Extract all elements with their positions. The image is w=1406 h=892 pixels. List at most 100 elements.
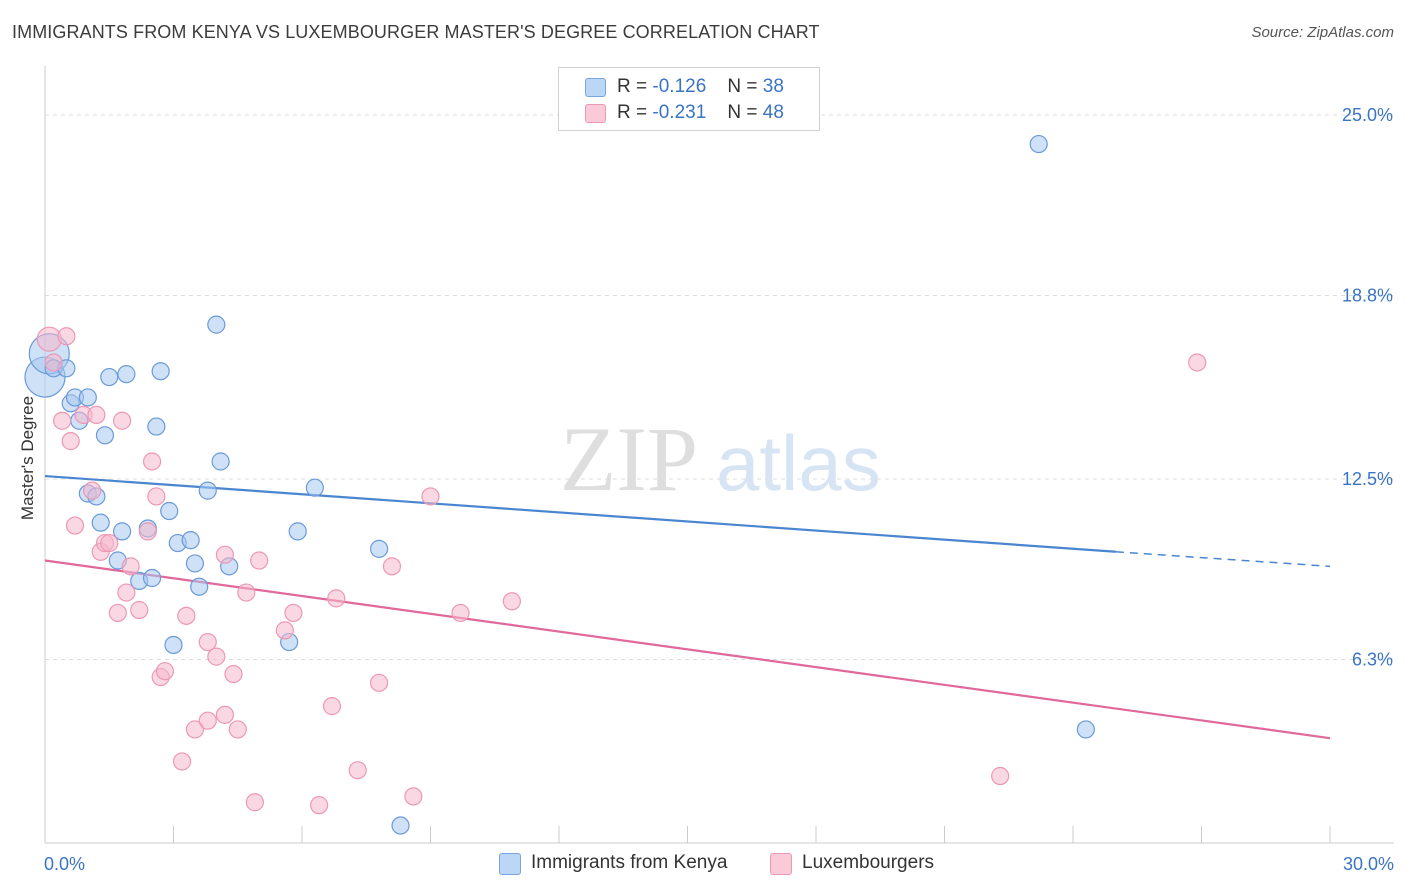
tick-labels: 6.3% 12.5% 18.8% 25.0% 0.0% 30.0% — [44, 105, 1394, 874]
luxembourger-point — [117, 583, 136, 602]
luxembourger-point — [245, 793, 264, 812]
luxembourger-point — [502, 592, 521, 611]
luxembourger-point — [87, 405, 106, 425]
luxembourger-point — [207, 647, 226, 666]
luxembourger-point — [147, 487, 166, 506]
axes — [44, 66, 1394, 844]
luxembourger-point — [57, 327, 76, 346]
luxembourger-point — [348, 761, 367, 780]
luxembourger-point — [275, 621, 294, 640]
kenya-point — [370, 539, 389, 558]
kenya-point — [190, 577, 209, 596]
watermark: ZIP atlas — [560, 408, 881, 510]
legend-swatch-kenya — [585, 78, 606, 97]
kenya-point — [1029, 134, 1048, 154]
grid-lines — [45, 114, 1394, 661]
luxembourger-point — [327, 589, 346, 608]
legend-r-value: -0.231 — [652, 102, 707, 123]
luxembourger-point — [44, 353, 63, 372]
trend-lines — [44, 474, 1331, 740]
luxembourger-point — [53, 411, 72, 430]
luxembourger-point — [991, 766, 1010, 786]
watermark-atlas: atlas — [716, 419, 881, 507]
luxembourger-point — [121, 557, 140, 576]
kenya-point — [160, 501, 179, 521]
y-tick-label: 12.5% — [1342, 469, 1393, 489]
kenya-point — [147, 417, 166, 436]
legend-n-label: N = — [727, 102, 758, 123]
kenya-point — [391, 816, 410, 835]
luxembourger-point — [215, 705, 234, 724]
bottom-legend-swatch-kenya — [499, 853, 521, 875]
luxembourger-point — [83, 481, 102, 500]
bottom-legend-label-luxembourgers: Luxembourgers — [802, 852, 935, 873]
luxembourger-point — [237, 583, 256, 602]
luxembourger-point — [138, 522, 157, 541]
bottom-legend-swatch-luxembourgers — [770, 853, 792, 875]
luxembourger-point — [36, 326, 62, 352]
kenya-point — [112, 522, 132, 541]
source-attribution: Source: ZipAtlas.com — [1251, 24, 1394, 41]
luxembourger-point — [250, 551, 269, 570]
kenya-point — [95, 426, 115, 445]
kenya-point — [207, 315, 226, 334]
luxembourger-point — [177, 606, 196, 625]
luxembourger-point — [370, 673, 389, 692]
bottom-legend-label-kenya: Immigrants from Kenya — [531, 852, 728, 873]
legend-n-value: 38 — [762, 76, 784, 97]
legend-r-label: R = — [617, 102, 648, 123]
x-tick-label: 30.0% — [1343, 854, 1394, 874]
correlation-legend: R = -0.126 N = 38 R = -0.231 N = 48 — [558, 67, 820, 131]
kenya-point — [198, 481, 217, 500]
kenya-point — [1076, 720, 1095, 739]
y-tick-label: 18.8% — [1342, 286, 1393, 306]
kenya-point — [100, 367, 119, 387]
luxembourger-point — [112, 411, 132, 430]
legend-n-value: 48 — [762, 102, 784, 123]
luxembourger-point — [61, 432, 80, 451]
data-points — [24, 134, 1207, 835]
luxembourger-point — [451, 603, 470, 623]
kenya-point — [151, 362, 170, 381]
luxembourger-point — [185, 720, 205, 739]
luxembourger-point — [172, 752, 192, 771]
luxembourger-point — [1188, 353, 1207, 372]
kenya-point — [142, 568, 162, 588]
kenya-point — [78, 388, 97, 407]
luxembourger-point — [224, 664, 243, 684]
luxembourger-point — [404, 787, 423, 806]
chart-title: IMMIGRANTS FROM KENYA VS LUXEMBOURGER MA… — [12, 22, 820, 42]
luxembourger-point — [155, 662, 175, 681]
legend-swatch-luxembourgers — [585, 104, 606, 123]
luxembourger-point — [108, 603, 127, 623]
luxembourger-point — [198, 632, 217, 652]
kenya-point — [305, 478, 324, 497]
y-tick-label: 6.3% — [1352, 650, 1393, 670]
x-tick-label: 0.0% — [44, 854, 85, 874]
luxembourger-point — [382, 557, 402, 576]
luxembourger-point — [215, 545, 234, 564]
kenya-point — [185, 554, 205, 573]
y-axis-label: Master's Degree — [18, 395, 37, 521]
kenya-point — [288, 522, 307, 541]
watermark-zip: ZIP — [560, 408, 698, 510]
luxembourger-trend-line — [44, 559, 1331, 740]
luxembourger-point — [284, 603, 303, 623]
luxembourger-point — [65, 516, 85, 535]
kenya-trend-line — [44, 474, 1116, 553]
luxembourger-point — [310, 796, 329, 815]
luxembourger-point — [322, 697, 342, 716]
luxembourger-point — [198, 711, 217, 730]
luxembourger-point — [228, 720, 247, 739]
luxembourger-point — [421, 487, 440, 506]
legend-n-label: N = — [727, 76, 758, 97]
kenya-point — [91, 513, 110, 532]
luxembourger-point — [130, 600, 149, 620]
legend-r-label: R = — [617, 76, 648, 97]
kenya-trend-extension — [1115, 551, 1331, 568]
kenya-point — [181, 531, 200, 550]
luxembourger-point — [100, 533, 119, 553]
y-tick-label: 25.0% — [1342, 105, 1393, 125]
legend-r-value: -0.126 — [652, 76, 707, 97]
